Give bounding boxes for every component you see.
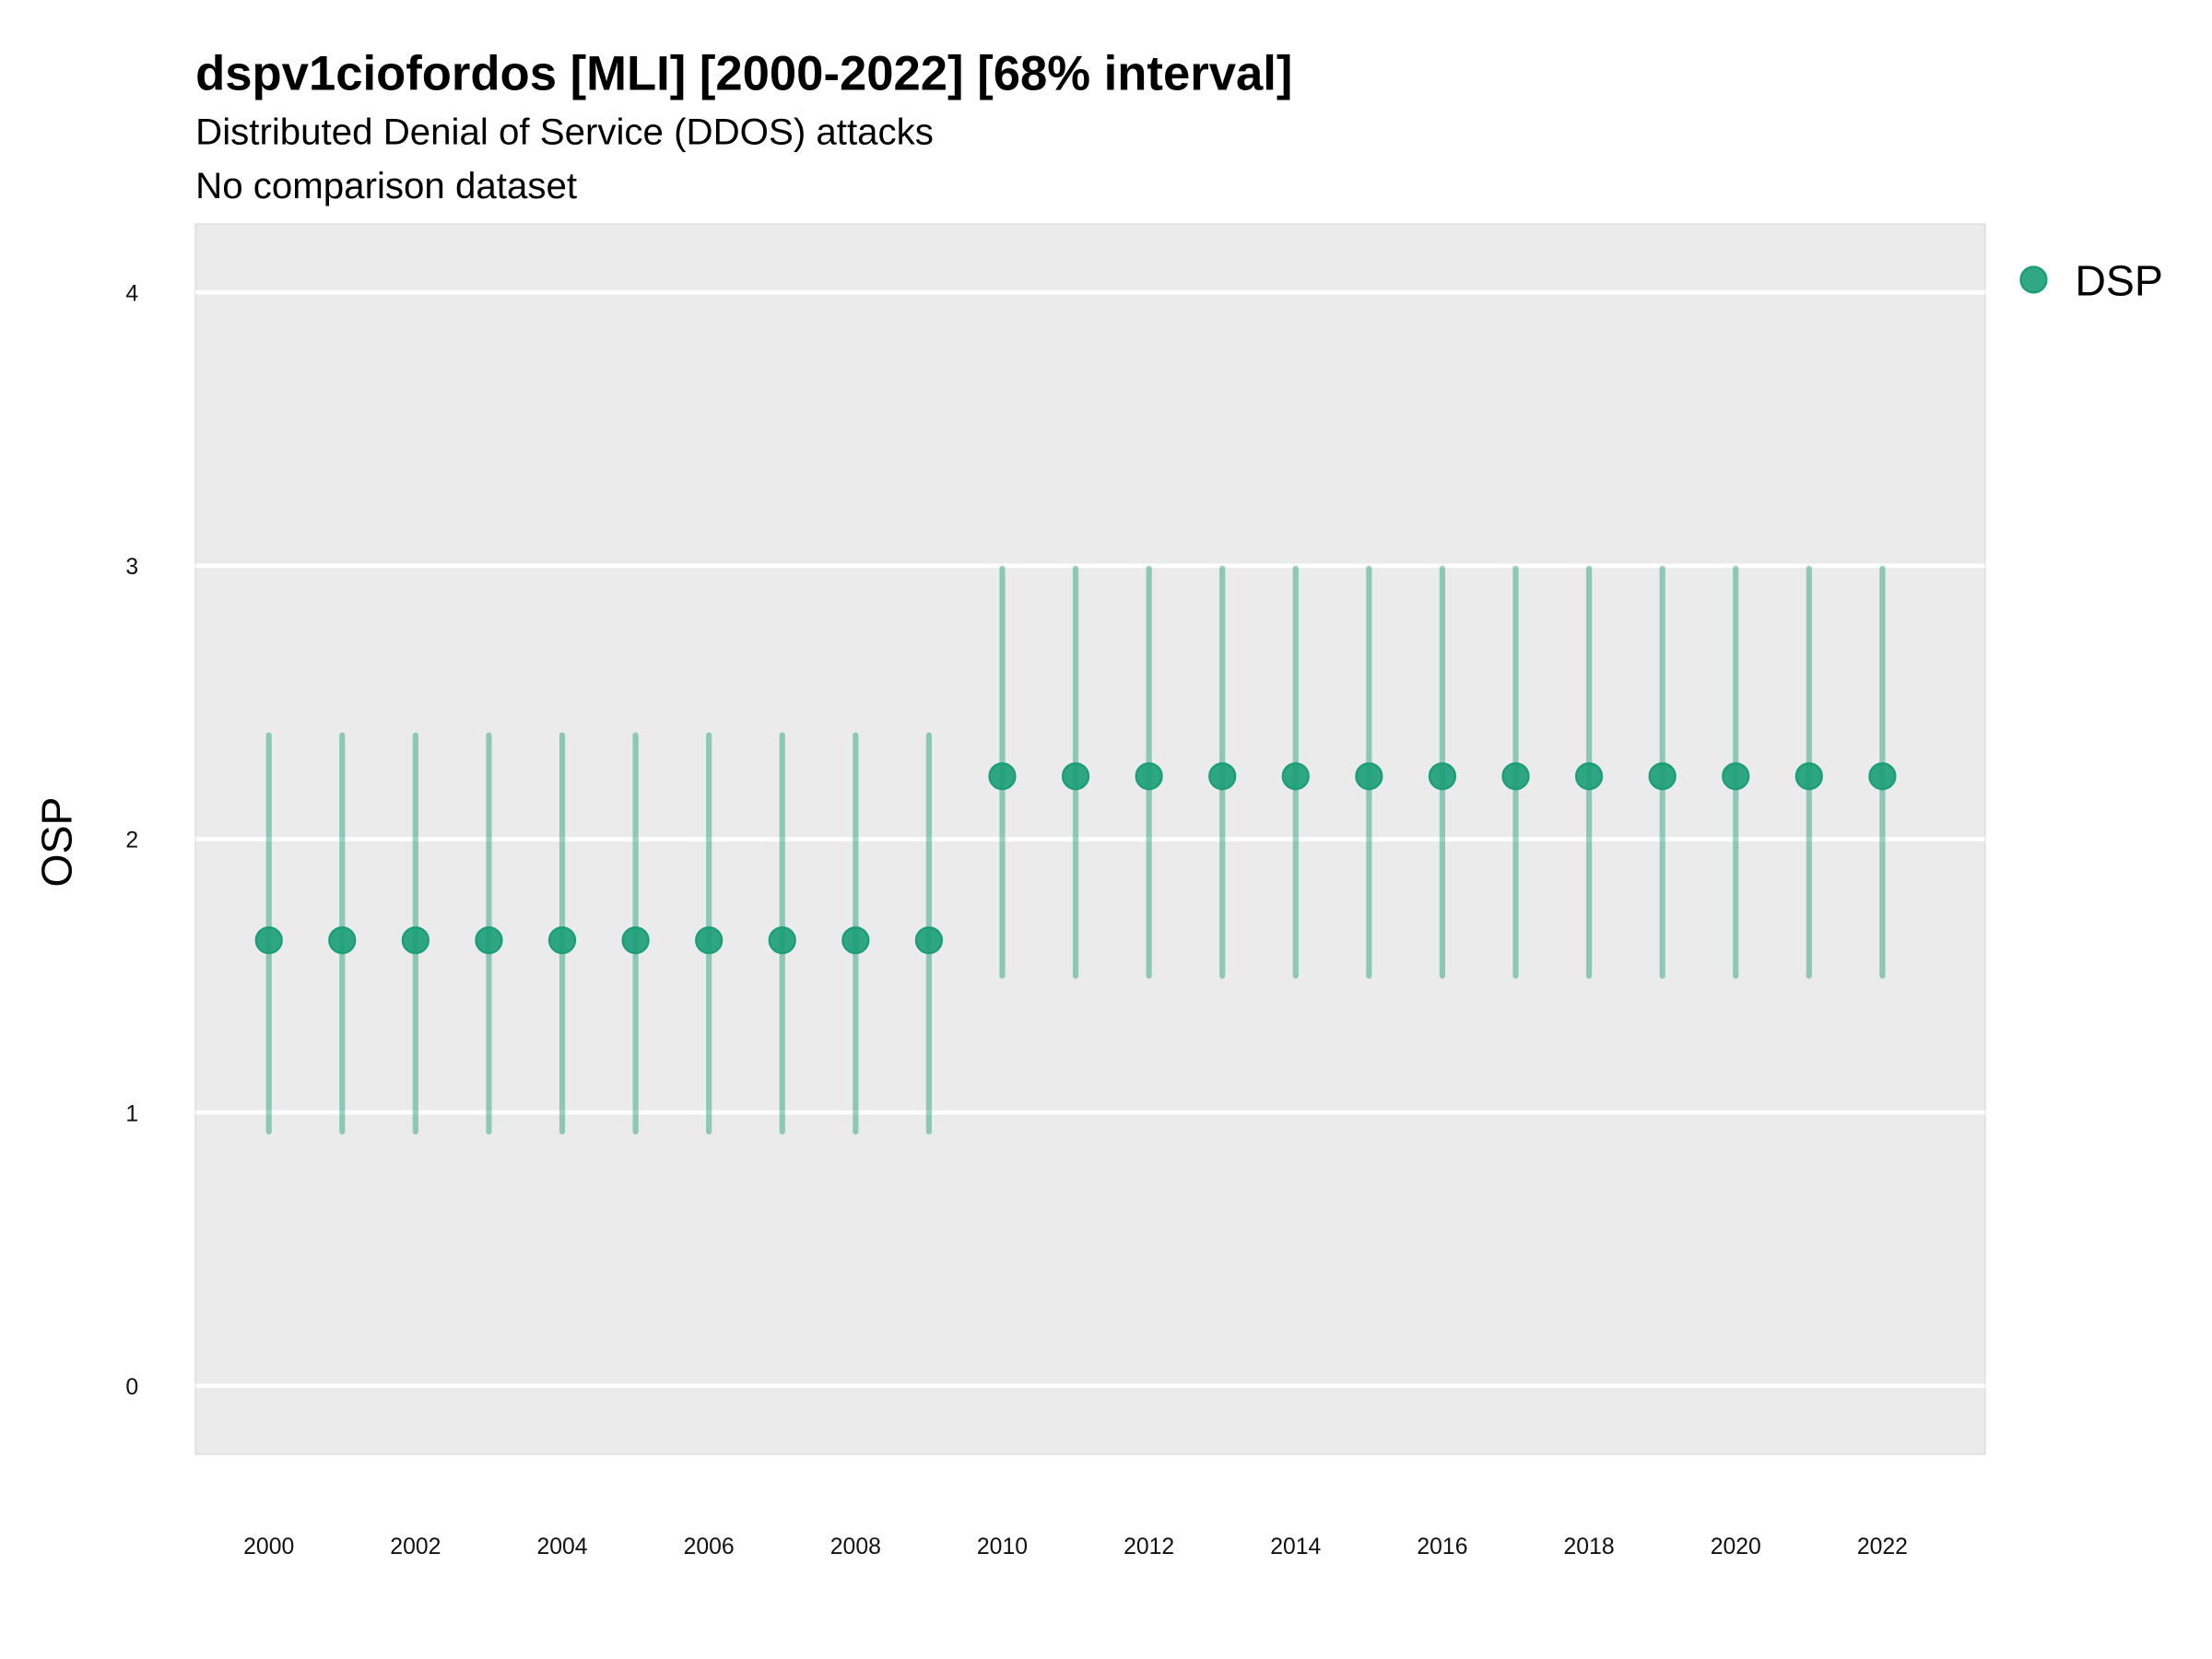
data-point: [1501, 762, 1530, 791]
data-point: [1648, 762, 1677, 791]
y-tick-label: 2: [125, 829, 138, 853]
data-point: [768, 926, 796, 955]
data-point: [841, 926, 870, 955]
x-tick-label: 2006: [684, 1535, 735, 1559]
x-tick-label: 2004: [536, 1535, 587, 1559]
data-point: [1135, 762, 1163, 791]
x-tick-label: 2000: [243, 1535, 294, 1559]
data-point: [1281, 762, 1310, 791]
data-point: [401, 926, 429, 955]
data-point: [475, 926, 503, 955]
data-point: [695, 926, 724, 955]
y-tick-label: 3: [125, 555, 138, 580]
x-tick-label: 2022: [1857, 1535, 1908, 1559]
data-point: [988, 762, 1017, 791]
data-point: [621, 926, 650, 955]
chart-title: dspv1ciofordos [MLI] [2000-2022] [68% in…: [195, 47, 1292, 101]
y-tick-label: 4: [125, 282, 138, 307]
data-point: [547, 926, 577, 955]
data-point: [1355, 762, 1383, 791]
data-point: [1722, 762, 1750, 791]
x-tick-label: 2018: [1564, 1535, 1615, 1559]
legend-marker-dsp: [2019, 265, 2048, 294]
data-point: [1868, 762, 1897, 791]
chart-caption: No comparison dataset: [195, 165, 577, 206]
x-tick-label: 2016: [1417, 1535, 1467, 1559]
chart-subtitle: Distributed Denial of Service (DDOS) att…: [195, 111, 934, 152]
x-tick-label: 2010: [977, 1535, 1028, 1559]
x-tick-label: 2002: [390, 1535, 441, 1559]
legend-label-dsp: DSP: [2075, 257, 2162, 305]
data-point: [254, 926, 283, 955]
data-point: [1208, 762, 1237, 791]
x-tick-label: 2012: [1124, 1535, 1174, 1559]
y-axis-label: OSP: [32, 797, 80, 888]
y-tick-label: 0: [125, 1375, 138, 1400]
x-tick-label: 2008: [830, 1535, 881, 1559]
data-point: [1794, 762, 1823, 791]
data-point: [914, 926, 943, 955]
data-point: [1061, 762, 1090, 791]
data-point: [1428, 762, 1457, 791]
data-point: [1574, 762, 1604, 791]
x-tick-label: 2014: [1270, 1535, 1321, 1559]
x-tick-label: 2020: [1711, 1535, 1761, 1559]
y-tick-label: 1: [125, 1101, 138, 1126]
data-point: [328, 926, 357, 955]
